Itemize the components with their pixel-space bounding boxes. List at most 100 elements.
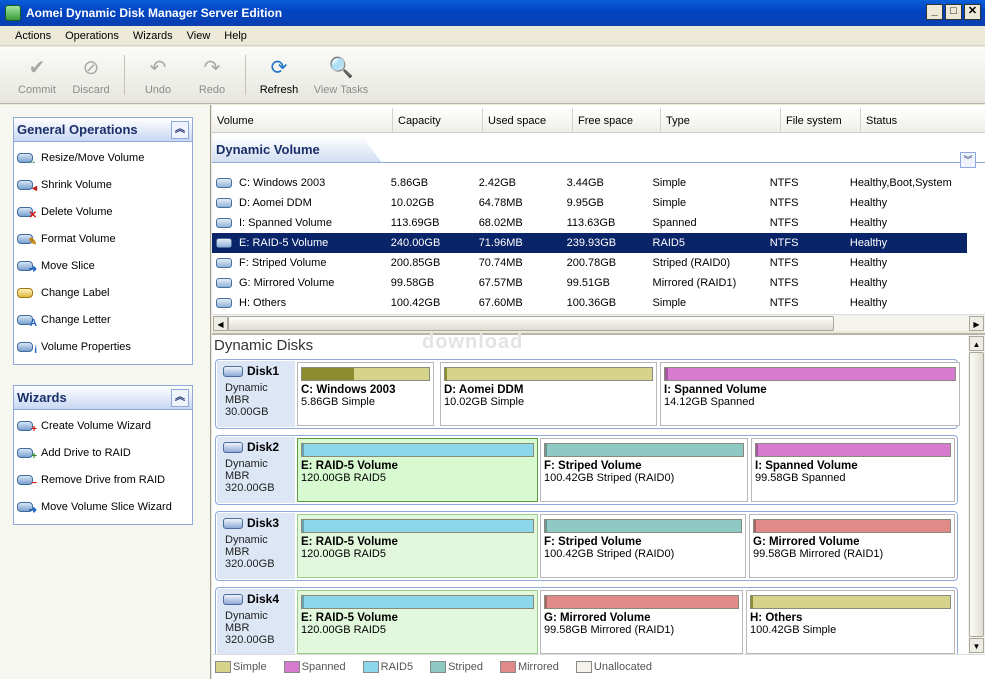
cell-status: Healthy <box>849 257 888 269</box>
vertical-scroll-thumb[interactable] <box>969 352 984 637</box>
column-header-file-system[interactable]: File system <box>781 108 861 133</box>
column-header-used-space[interactable]: Used space <box>483 108 573 133</box>
volume-block[interactable]: D: Aomei DDM 10.02GB Simple <box>440 362 657 426</box>
vertical-scrollbar[interactable]: ▲ ▼ <box>968 335 985 655</box>
disk-info[interactable]: Disk2 Dynamic MBR 320.00GB <box>217 437 295 503</box>
table-row[interactable]: G: Mirrored Volume 99.58GB 67.57MB 99.51GB M… <box>212 273 967 293</box>
legend-item: Simple <box>215 661 267 673</box>
scroll-down-arrow-icon[interactable]: ▼ <box>969 638 984 653</box>
volume-properties-item[interactable]: i Volume Properties <box>14 333 192 360</box>
delete-volume-item[interactable]: ✕ Delete Volume <box>14 198 192 225</box>
redo-icon: ↷ <box>203 56 221 79</box>
commit-button[interactable]: ✔ Commit <box>10 54 64 97</box>
refresh-button[interactable]: ⟳ Refresh <box>252 54 306 97</box>
table-row[interactable]: I: Spanned Volume 113.69GB 68.02MB 113.63GB… <box>212 213 967 233</box>
disk-name: Disk1 <box>223 364 295 378</box>
expand-section-button[interactable]: ︾ <box>960 152 976 168</box>
cell-capacity: 5.86GB <box>390 177 429 189</box>
volume-block[interactable]: E: RAID-5 Volume 120.00GB RAID5 <box>297 438 538 502</box>
volume-block[interactable]: F: Striped Volume 100.42GB Striped (RAID0… <box>540 438 748 502</box>
column-header-volume[interactable]: Volume <box>212 108 393 133</box>
disk-row[interactable]: Disk2 Dynamic MBR 320.00GB E: RAID-5 Volume… <box>215 435 958 505</box>
menu-actions[interactable]: Actions <box>15 29 52 42</box>
menu-help[interactable]: Help <box>224 29 247 42</box>
volume-usage-bar <box>301 595 534 609</box>
cell-type: Simple <box>652 177 687 189</box>
volume-block[interactable]: I: Spanned Volume 99.58GB Spanned <box>751 438 955 502</box>
disk-info[interactable]: Disk4 Dynamic MBR 320.00GB <box>217 589 295 655</box>
table-row[interactable]: F: Striped Volume 200.85GB 70.74MB 200.78GB… <box>212 253 967 273</box>
menu-view[interactable]: View <box>186 29 211 42</box>
disk-row[interactable]: Disk1 Dynamic MBR 30.00GB C: Windows 2003 5.… <box>215 359 960 429</box>
minimize-button[interactable]: _ <box>926 4 943 20</box>
scroll-left-arrow-icon[interactable]: ◀ <box>213 316 228 331</box>
resize-move-volume-item[interactable]: ↔ Resize/Move Volume <box>14 144 192 171</box>
column-headers: Volume Capacity Used space Free space Ty… <box>212 108 985 133</box>
format-volume-icon: ✎ <box>17 231 37 248</box>
disk-label: Disk2 <box>247 440 280 454</box>
table-row[interactable]: C: Windows 2003 5.86GB 2.42GB 3.44GB Simple N… <box>212 173 967 193</box>
move-slice-item[interactable]: ➜ Move Slice <box>14 252 192 279</box>
horizontal-scrollbar[interactable]: ◀ ▶ <box>212 314 985 331</box>
scroll-up-arrow-icon[interactable]: ▲ <box>969 336 984 351</box>
column-header-type[interactable]: Type <box>661 108 781 133</box>
scroll-right-arrow-icon[interactable]: ▶ <box>969 316 984 331</box>
view-tasks-button[interactable]: 🔍 View Tasks <box>306 54 376 97</box>
menu-wizards[interactable]: Wizards <box>132 29 173 42</box>
disk-info[interactable]: Disk1 Dynamic MBR 30.00GB <box>217 361 295 427</box>
volume-block[interactable]: E: RAID-5 Volume 120.00GB RAID5 <box>297 514 538 578</box>
discard-button[interactable]: ⊘ Discard <box>64 54 118 97</box>
volume-name-cell: F: Striped Volume <box>212 257 389 269</box>
redo-button[interactable]: ↷ Redo <box>185 54 239 97</box>
table-row[interactable]: E: RAID-5 Volume 240.00GB 71.96MB 239.93GB R… <box>212 233 967 253</box>
undo-icon: ↶ <box>149 56 167 79</box>
volume-usage-bar <box>544 595 739 609</box>
volume-used-fill <box>756 444 758 456</box>
item-label: Move Slice <box>41 259 95 272</box>
format-volume-item[interactable]: ✎ Format Volume <box>14 225 192 252</box>
maximize-button[interactable]: □ <box>945 4 962 20</box>
shrink-volume-item[interactable]: ◂ Shrink Volume <box>14 171 192 198</box>
column-header-free-space[interactable]: Free space <box>573 108 661 133</box>
change-letter-item[interactable]: A Change Letter <box>14 306 192 333</box>
volume-block-subtitle: 100.42GB Striped (RAID0) <box>544 472 675 484</box>
menu-operations[interactable]: Operations <box>65 29 119 42</box>
volume-usage-bar <box>544 519 742 533</box>
horizontal-scroll-thumb[interactable] <box>228 316 834 331</box>
disk-row[interactable]: Disk4 Dynamic MBR 320.00GB E: RAID-5 Volume… <box>215 587 958 657</box>
disk-size: 320.00GB <box>225 634 275 646</box>
remove-drive-from-raid-item[interactable]: − Remove Drive from RAID <box>14 466 192 493</box>
change-label-icon <box>17 285 35 301</box>
legend-swatch <box>283 661 300 673</box>
hard-disk-icon <box>223 441 243 453</box>
move-volume-slice-wizard-item[interactable]: ➜ Move Volume Slice Wizard <box>14 493 192 520</box>
volume-block[interactable]: I: Spanned Volume 14.12GB Spanned <box>660 362 960 426</box>
table-row[interactable]: D: Aomei DDM 10.02GB 64.78MB 9.95GB Simple NT… <box>212 193 967 213</box>
column-header-capacity[interactable]: Capacity <box>393 108 483 133</box>
close-button[interactable]: ✕ <box>964 4 981 20</box>
volume-block[interactable]: H: Others 100.42GB Simple <box>746 590 955 654</box>
dynamic-disks-title: Dynamic Disks <box>214 337 314 354</box>
disk-info[interactable]: Disk3 Dynamic MBR 320.00GB <box>217 513 295 579</box>
volume-block[interactable]: C: Windows 2003 5.86GB Simple <box>297 362 434 426</box>
shrink-volume-icon: ◂ <box>17 177 37 194</box>
table-row[interactable]: H: Others 100.42GB 67.60MB 100.36GB Simple NT… <box>212 293 967 313</box>
disk-row[interactable]: Disk3 Dynamic MBR 320.00GB E: RAID-5 Volume… <box>215 511 958 581</box>
create-volume-wizard-item[interactable]: + Create Volume Wizard <box>14 412 192 439</box>
disk-type: Dynamic MBR <box>225 534 268 558</box>
volume-block[interactable]: F: Striped Volume 100.42GB Striped (RAID0… <box>540 514 746 578</box>
volume-block[interactable]: E: RAID-5 Volume 120.00GB RAID5 <box>297 590 538 654</box>
volume-block[interactable]: G: Mirrored Volume 99.58GB Mirrored (RAID… <box>749 514 955 578</box>
cell-free: 99.51GB <box>566 277 611 289</box>
collapse-general-operations-button[interactable]: ︽ <box>171 121 189 139</box>
change-label-item[interactable]: Change Label <box>14 279 192 306</box>
add-drive-to-raid-item[interactable]: + Add Drive to RAID <box>14 439 192 466</box>
volume-icon <box>216 298 232 308</box>
commit-label: Commit <box>18 84 56 96</box>
column-header-status[interactable]: Status <box>866 114 898 127</box>
undo-button[interactable]: ↶ Undo <box>131 54 185 97</box>
collapse-wizards-button[interactable]: ︽ <box>171 389 189 407</box>
volume-block[interactable]: G: Mirrored Volume 99.58GB Mirrored (RAID… <box>540 590 743 654</box>
volume-block-title: E: RAID-5 Volume <box>301 460 398 472</box>
volume-used-fill <box>302 520 305 532</box>
